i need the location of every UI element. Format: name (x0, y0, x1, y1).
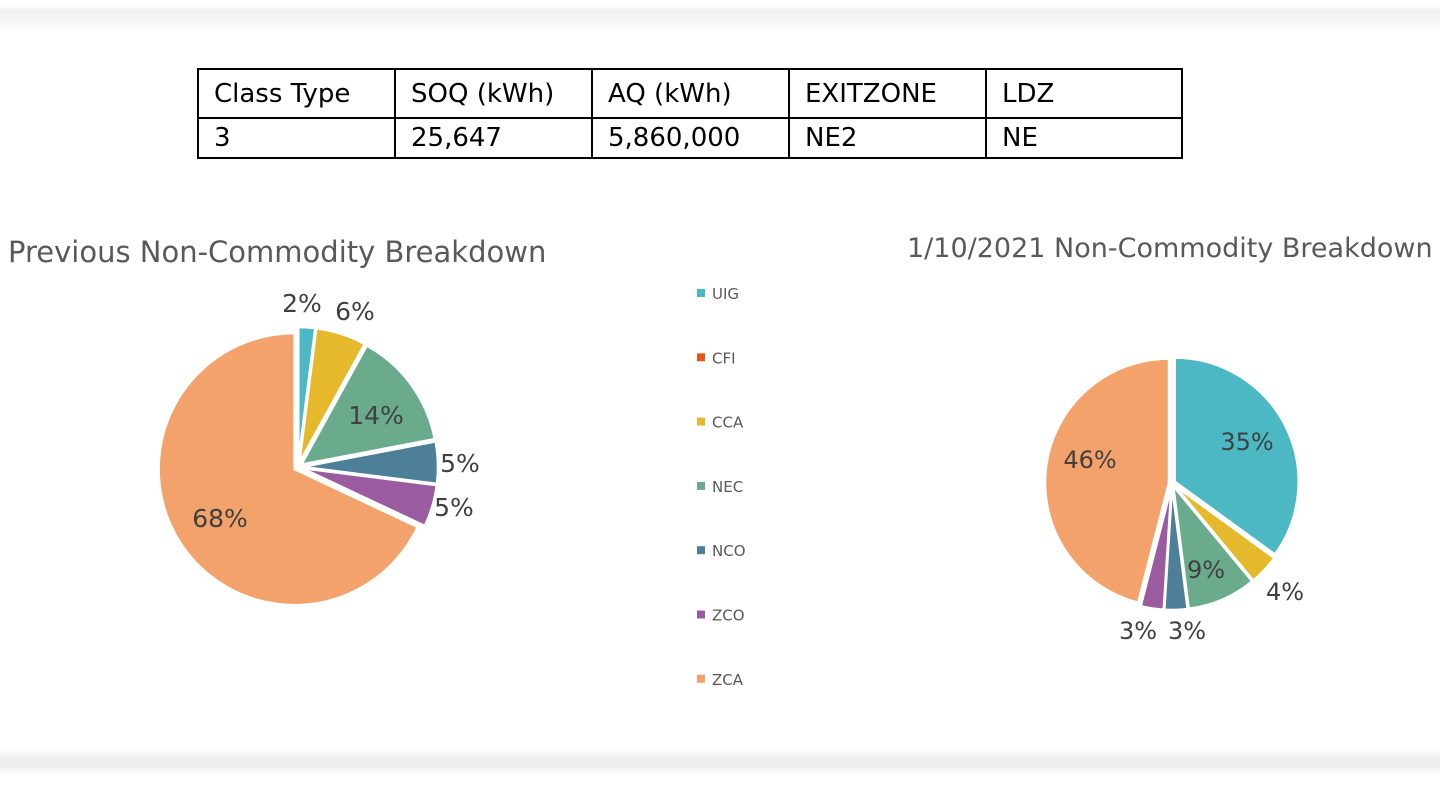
legend: UIG CFI CCA NEC NCO ZCO ZCA (697, 285, 746, 689)
chart-title-previous: Previous Non-Commodity Breakdown (8, 235, 546, 269)
cell-aq: 5,860,000 (591, 117, 790, 159)
header-aq: AQ (kWh) (591, 68, 790, 119)
pie-slice-uig (1173, 356, 1300, 557)
legend-swatch-nco (697, 546, 705, 555)
slice-label-zco: 5% (434, 493, 474, 522)
slice-label-uig: 35% (1220, 428, 1273, 456)
legend-swatch-nec (697, 481, 705, 490)
slice-label-uig: 2% (282, 289, 322, 318)
header-ldz: LDZ (985, 68, 1183, 119)
cell-ldz: NE (985, 117, 1183, 159)
header-class-type: Class Type (197, 68, 396, 119)
bottom-divider-band (0, 748, 1440, 787)
legend-label-nec: NEC (712, 478, 743, 496)
slice-label-zca: 46% (1063, 446, 1116, 474)
slice-label-zca: 68% (192, 504, 248, 533)
legend-swatch-cca (697, 417, 705, 426)
slice-label-nco: 3% (1168, 617, 1206, 645)
pie-slice-nco (301, 439, 440, 486)
cell-soq: 25,647 (394, 117, 593, 159)
top-divider-band (0, 0, 1440, 30)
legend-label-cfi: CFI (712, 349, 736, 367)
pie-slice-cca (297, 326, 367, 464)
header-soq: SOQ (kWh) (394, 68, 593, 119)
slice-label-zco: 3% (1119, 617, 1157, 645)
slice-label-nco: 5% (440, 449, 480, 478)
legend-swatch-zca (697, 674, 705, 683)
legend-swatch-uig (697, 289, 705, 297)
pie-slice-zco (301, 466, 439, 528)
meter-info-table: Class Type SOQ (kWh) AQ (kWh) EXITZONE L… (197, 68, 1183, 159)
pie-previous: 2% 6% 14% 5% 5% 68% (157, 289, 480, 607)
pie-slice-nec (298, 343, 437, 467)
legend-label-cca: CCA (712, 414, 744, 432)
legend-label-zca: ZCA (712, 671, 744, 689)
cell-class-type: 3 (197, 117, 396, 159)
pie-slice-zca (1043, 357, 1171, 605)
chart-title-new: 1/10/2021 Non-Commodity Breakdown (907, 233, 1433, 264)
legend-label-nco: NCO (712, 542, 746, 560)
legend-swatch-cfi (697, 353, 705, 362)
pie-new: 35% 4% 9% 3% 3% 46% (1043, 356, 1304, 645)
slice-label-cca: 6% (335, 297, 375, 326)
legend-label-uig: UIG (712, 285, 739, 303)
legend-swatch-zco (697, 610, 705, 619)
table-header-row: Class Type SOQ (kWh) AQ (kWh) EXITZONE L… (197, 68, 1183, 119)
slice-label-cca: 4% (1266, 578, 1304, 606)
slice-label-nec: 9% (1187, 556, 1225, 584)
pie-slice-zco (1139, 485, 1173, 612)
legend-label-zco: ZCO (712, 607, 745, 625)
pie-slice-zca (157, 331, 420, 607)
header-exitzone: EXITZONE (788, 68, 987, 119)
table-row: 3 25,647 5,860,000 NE2 NE (197, 117, 1183, 159)
slice-label-nec: 14% (348, 401, 404, 430)
cell-exitzone: NE2 (788, 117, 987, 159)
